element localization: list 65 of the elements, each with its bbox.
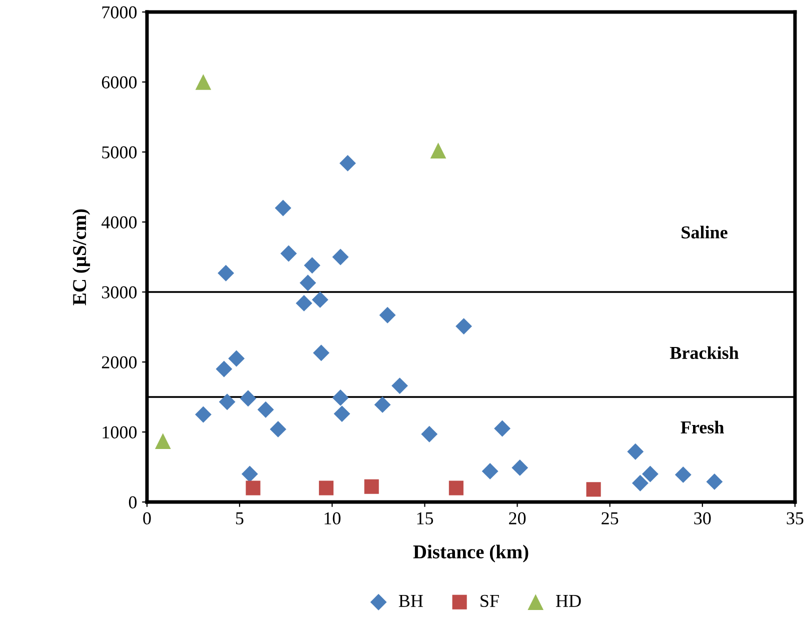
point xyxy=(627,443,644,460)
y-tick-label: 4000 xyxy=(102,216,137,228)
point xyxy=(218,264,234,282)
point xyxy=(312,291,328,308)
point xyxy=(586,482,601,497)
point xyxy=(512,459,528,476)
y-tick-label: 6000 xyxy=(102,76,137,88)
point xyxy=(195,74,212,90)
annotation: Brackish xyxy=(670,346,739,360)
point xyxy=(228,350,245,367)
point xyxy=(706,473,723,490)
point xyxy=(155,433,171,450)
point xyxy=(430,142,446,159)
point xyxy=(642,466,658,482)
x-tick-label: 0 xyxy=(143,512,151,524)
point xyxy=(339,154,356,172)
point xyxy=(240,390,256,407)
point xyxy=(216,360,232,378)
point xyxy=(218,394,236,410)
point xyxy=(482,462,498,480)
legend-label: SF xyxy=(480,594,499,608)
point xyxy=(318,480,334,496)
annotation: Saline xyxy=(682,226,728,238)
point xyxy=(313,344,330,362)
point xyxy=(374,396,391,413)
point xyxy=(456,318,472,335)
x-tick-label: 25 xyxy=(602,512,618,524)
annotation: Fresh xyxy=(680,420,724,434)
y-tick-label: 1000 xyxy=(102,426,137,438)
point xyxy=(334,406,350,422)
point xyxy=(296,294,312,312)
point xyxy=(392,378,408,394)
point xyxy=(448,480,464,496)
point xyxy=(332,248,349,266)
point xyxy=(421,426,438,442)
legend-label: BH xyxy=(398,595,423,607)
x-tick-label: 5 xyxy=(236,512,244,524)
point xyxy=(195,406,212,423)
x-tick-label: 15 xyxy=(417,512,434,524)
point xyxy=(280,245,297,262)
point xyxy=(332,389,349,406)
legend-label: HD xyxy=(556,595,581,607)
point xyxy=(494,420,511,437)
x-axis-title: Distance (km) xyxy=(413,544,528,562)
x-tick-label: 10 xyxy=(324,512,340,524)
y-tick-label: 0 xyxy=(128,496,137,508)
point xyxy=(674,466,692,483)
point xyxy=(379,306,396,324)
point xyxy=(257,401,274,418)
point xyxy=(304,257,320,274)
x-tick-label: 30 xyxy=(694,512,711,524)
y-tick-label: 5000 xyxy=(102,146,137,158)
point xyxy=(364,479,379,494)
point xyxy=(270,420,286,438)
y-tick-label: 7000 xyxy=(102,6,137,18)
point xyxy=(246,480,260,496)
point xyxy=(242,466,258,482)
y-tick-label: 3000 xyxy=(102,286,137,298)
point xyxy=(300,274,316,292)
point xyxy=(274,200,292,216)
y-tick-label: 2000 xyxy=(102,356,137,368)
x-tick-label: 20 xyxy=(509,512,526,524)
x-tick-label: 35 xyxy=(786,512,804,524)
y-axis-title: EC (µS/cm) xyxy=(72,209,90,306)
point xyxy=(632,474,648,492)
